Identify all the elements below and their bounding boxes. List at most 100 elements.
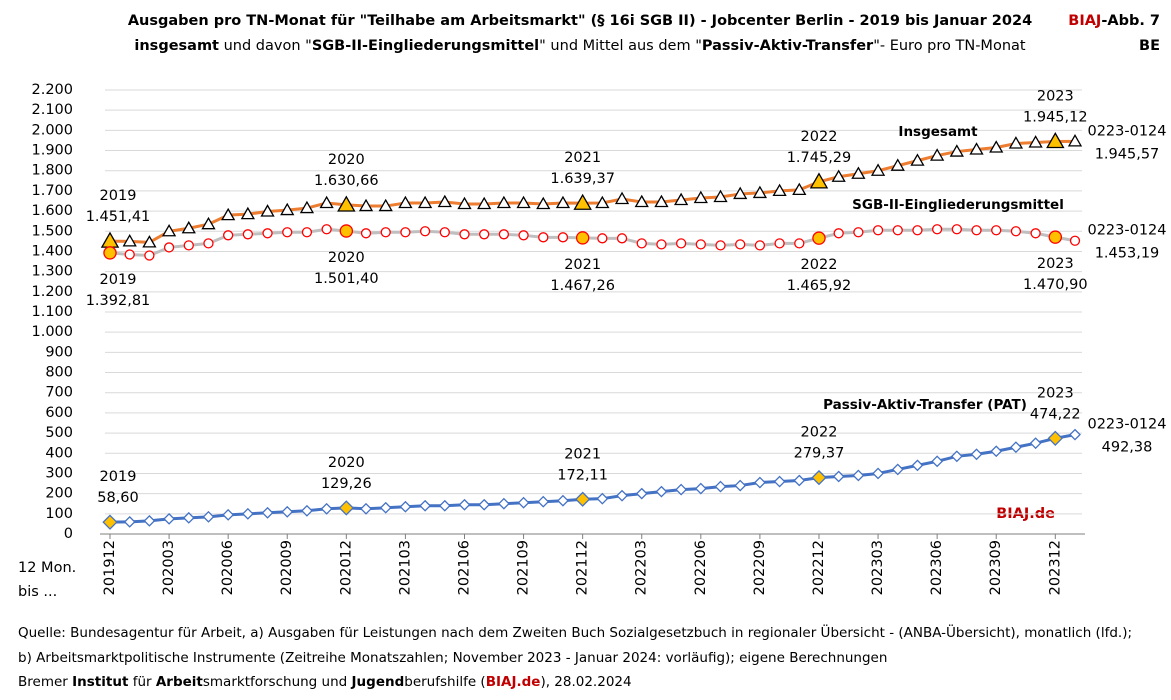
y-tick-label: 1.700 xyxy=(31,183,73,199)
marker xyxy=(595,195,610,209)
marker xyxy=(123,515,136,528)
y-tick-label: 1.100 xyxy=(31,304,73,320)
marker xyxy=(931,224,943,235)
text-segment: ), 28.02.2024 xyxy=(540,674,631,690)
legend-label: SGB-II-Eingliederungsmittel xyxy=(852,197,1064,213)
marker xyxy=(557,232,569,243)
marker xyxy=(695,239,706,250)
data-label: 2023 xyxy=(1037,256,1074,272)
data-label: 2022 xyxy=(801,257,838,273)
y-tick-label: 900 xyxy=(45,344,73,360)
x-tick-label: 202312 xyxy=(1047,540,1063,595)
marker xyxy=(337,195,356,212)
marker xyxy=(970,448,983,461)
marker xyxy=(400,227,411,238)
y-tick-label: 2.200 xyxy=(31,82,73,98)
x-tick-label: 202109 xyxy=(516,540,532,595)
text-segment: berufshilfe ( xyxy=(404,674,485,690)
y-tick-label: 1.500 xyxy=(31,223,73,239)
marker xyxy=(616,489,628,502)
marker xyxy=(1047,430,1063,446)
marker xyxy=(1029,437,1042,450)
marker xyxy=(380,227,391,238)
marker xyxy=(557,494,569,507)
chart-subtitle: insgesamt und davon "SGB-II-Eingliederun… xyxy=(134,38,1026,54)
marker xyxy=(299,200,315,214)
marker xyxy=(439,227,450,238)
marker xyxy=(792,182,807,196)
x-tick-label: 202103 xyxy=(397,540,413,595)
y-tick-label: 300 xyxy=(45,465,73,481)
data-label: 2019 xyxy=(100,469,137,485)
y-tick-label: 700 xyxy=(45,385,73,401)
marker xyxy=(636,238,647,249)
marker xyxy=(969,142,984,155)
chart-title: Ausgaben pro TN-Monat für "Teilhabe am A… xyxy=(128,13,1032,29)
marker xyxy=(754,240,766,251)
marker xyxy=(931,455,944,468)
x-axis-label: 12 Mon. xyxy=(18,560,76,576)
data-label: 1.453,19 xyxy=(1095,246,1160,262)
text-segment: Jugend xyxy=(351,674,405,690)
marker xyxy=(674,192,689,206)
marker xyxy=(181,220,196,234)
data-label: 2021 xyxy=(564,150,601,166)
data-label: 2021 xyxy=(564,257,601,273)
marker xyxy=(635,487,648,500)
marker xyxy=(597,233,608,244)
marker xyxy=(124,249,135,260)
marker xyxy=(319,195,334,209)
y-tick-label: 2.000 xyxy=(31,122,73,138)
marker xyxy=(1028,135,1043,148)
marker xyxy=(338,500,354,516)
legend-label: Passiv-Aktiv-Transfer (PAT) xyxy=(823,397,1027,413)
marker xyxy=(282,227,293,238)
marker xyxy=(281,505,294,518)
marker xyxy=(990,445,1003,458)
y-tick-label: 200 xyxy=(45,486,73,502)
data-label: 1.630,66 xyxy=(314,173,379,189)
y-tick-label: 1.200 xyxy=(31,284,73,300)
x-tick-label: 202309 xyxy=(988,540,1004,595)
x-tick-label: 201912 xyxy=(102,540,118,595)
marker xyxy=(201,216,216,230)
marker xyxy=(496,195,511,209)
marker xyxy=(103,246,117,260)
marker xyxy=(675,238,687,249)
footer-line: Quelle: Bundesagentur für Arbeit, a) Aus… xyxy=(18,623,1132,641)
marker xyxy=(301,504,313,517)
marker xyxy=(694,482,707,495)
marker xyxy=(477,196,492,210)
marker xyxy=(794,238,805,249)
marker xyxy=(183,240,194,251)
marker xyxy=(1046,132,1065,149)
marker xyxy=(301,227,313,238)
marker xyxy=(793,474,806,487)
x-tick-label: 202106 xyxy=(456,540,472,595)
text-segment: Passiv-Aktiv-Transfer xyxy=(702,38,874,54)
marker xyxy=(1008,136,1024,149)
marker xyxy=(419,226,431,237)
marker xyxy=(774,238,785,249)
y-tick-label: 400 xyxy=(45,445,73,461)
text-segment: BIAJ.de xyxy=(486,674,541,690)
y-tick-label: 1.400 xyxy=(31,243,73,259)
x-tick-label: 202209 xyxy=(752,540,768,595)
marker xyxy=(733,186,748,200)
data-label: 129,26 xyxy=(321,476,372,492)
y-tick-label: 800 xyxy=(45,365,73,381)
data-label: 1.465,92 xyxy=(787,278,852,294)
marker xyxy=(360,502,372,515)
marker xyxy=(991,225,1002,236)
marker xyxy=(555,195,571,209)
text-segment: Institut xyxy=(72,674,129,690)
y-tick-label: 1.300 xyxy=(31,264,73,280)
text-segment: Bremer xyxy=(18,674,72,690)
marker xyxy=(715,240,726,251)
marker xyxy=(693,190,708,204)
text-segment: smarktforschung und xyxy=(203,674,352,690)
marker xyxy=(655,485,668,498)
marker xyxy=(203,238,214,249)
marker xyxy=(596,492,609,505)
